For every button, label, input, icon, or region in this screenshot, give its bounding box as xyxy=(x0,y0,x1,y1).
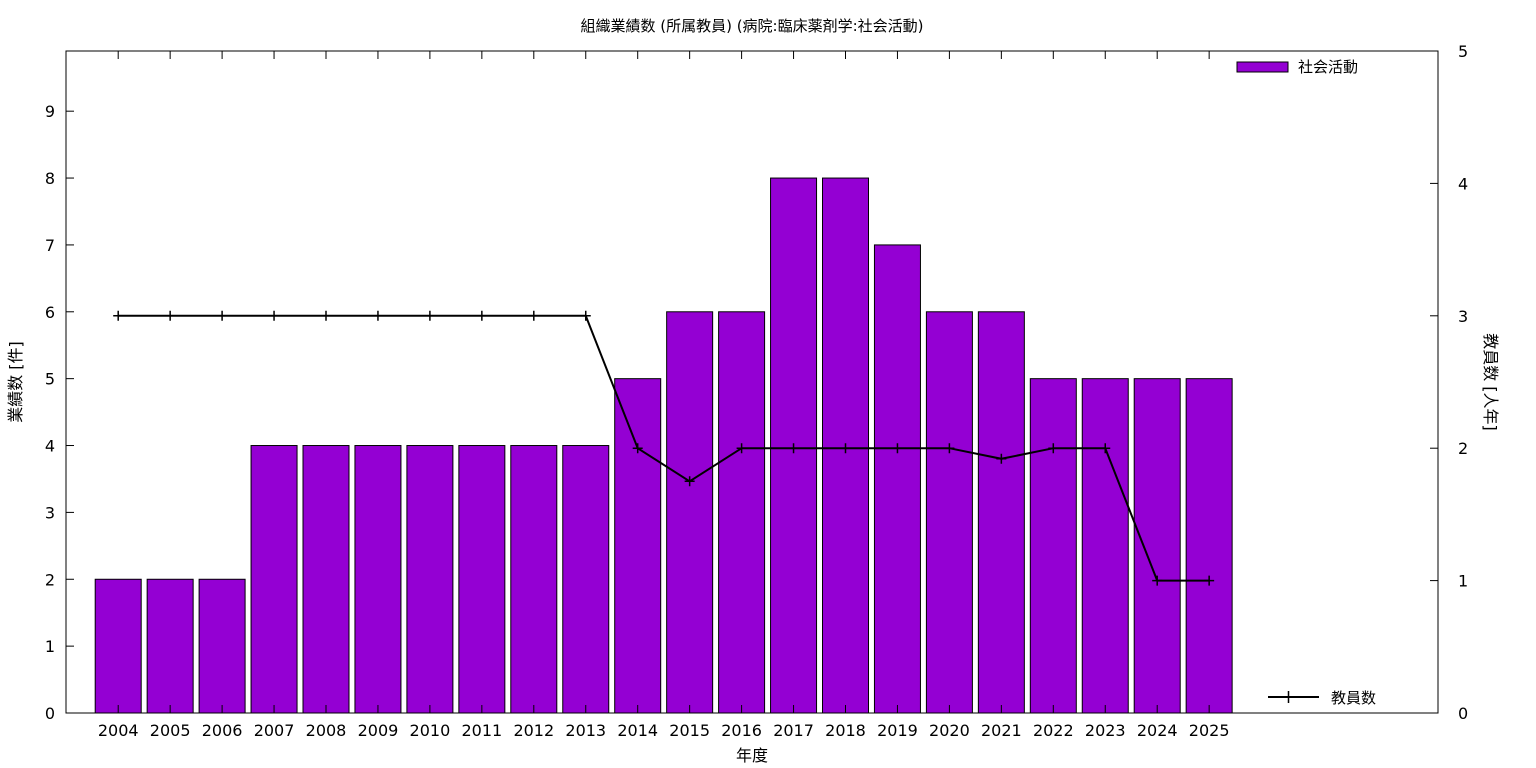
x-tick-label: 2023 xyxy=(1085,721,1126,740)
y-tick-label: 1 xyxy=(45,637,55,656)
y-tick-label: 2 xyxy=(45,570,55,589)
line-point-marker xyxy=(684,476,695,487)
bar xyxy=(354,445,402,714)
bar xyxy=(302,445,350,714)
legend-line-label: 教員数 xyxy=(1331,689,1376,707)
line-point-marker xyxy=(1048,443,1059,454)
x-tick-label: 2022 xyxy=(1033,721,1074,740)
x-tick-label: 2025 xyxy=(1189,721,1230,740)
bar xyxy=(458,445,506,714)
x-tick-label: 2007 xyxy=(254,721,295,740)
x-tick-label: 2014 xyxy=(617,721,658,740)
x-tick-label: 2018 xyxy=(825,721,866,740)
bar xyxy=(94,578,142,714)
bar xyxy=(198,578,246,714)
x-tick-label: 2021 xyxy=(981,721,1022,740)
line-point-marker xyxy=(372,310,383,321)
line-point-marker xyxy=(321,310,331,321)
legend-line-marker xyxy=(1282,691,1295,703)
x-tick-label: 2020 xyxy=(929,721,970,740)
line-path xyxy=(118,314,1210,582)
line-point-marker xyxy=(892,443,903,454)
x-tick-label: 2019 xyxy=(877,721,918,740)
y2-tick-label: 1 xyxy=(1458,572,1468,591)
x-tick-label: 2005 xyxy=(150,721,191,740)
line-point-marker xyxy=(788,443,799,454)
y-tick-label: 8 xyxy=(45,169,55,188)
x-tick-label: 2010 xyxy=(410,721,451,740)
x-tick-label: 2011 xyxy=(461,721,502,740)
x-tick-label: 2016 xyxy=(721,721,762,740)
bar xyxy=(718,311,766,714)
line-point-marker xyxy=(476,310,487,321)
line-series xyxy=(113,310,1215,586)
x-tick-label: 2017 xyxy=(773,721,814,740)
legend-bar-swatch xyxy=(1236,61,1289,73)
y2-axis-label: 教員数 [人年] xyxy=(1481,333,1500,431)
y2-tick-label: 4 xyxy=(1458,174,1468,193)
x-tick-label: 2004 xyxy=(98,721,139,740)
x-tick-label: 2006 xyxy=(202,721,243,740)
line-point-marker xyxy=(736,443,747,454)
line-point-marker xyxy=(1152,575,1163,586)
line-point-marker xyxy=(528,310,539,321)
line-point-marker xyxy=(269,310,280,321)
bar xyxy=(1029,378,1077,714)
bar xyxy=(666,311,714,714)
y2-tick-label: 0 xyxy=(1458,704,1468,723)
y-tick-label: 9 xyxy=(45,102,55,121)
y-axis-label: 業績数 [件] xyxy=(6,341,25,423)
bar xyxy=(977,311,1025,714)
x-tick-label: 2015 xyxy=(669,721,710,740)
legend-line: 教員数 xyxy=(1268,689,1376,707)
bar xyxy=(1185,378,1233,714)
bar xyxy=(250,445,298,714)
line-point-marker xyxy=(113,310,124,321)
chart-title: 組織業績数 (所属教員) (病院:臨床薬剤学:社会活動) xyxy=(580,17,923,35)
y-tick-label: 6 xyxy=(45,303,55,322)
legend-bar-label: 社会活動 xyxy=(1298,58,1358,76)
line-point-marker xyxy=(165,310,176,321)
line-point-marker xyxy=(632,443,643,454)
y-tick-label: 3 xyxy=(45,503,55,522)
legend-bars: 社会活動 xyxy=(1236,58,1358,76)
line-point-marker xyxy=(996,453,1007,464)
x-tick-label: 2024 xyxy=(1137,721,1178,740)
axes: 0 1 2 3 4 5 6 7 8 9 0 1 2 3 4 5 2004 2005 2006 2007 2008 2009… xyxy=(45,42,1468,740)
line-point-marker xyxy=(944,443,955,454)
bar xyxy=(1081,378,1129,714)
line-point-marker xyxy=(1100,443,1111,454)
line-point-marker xyxy=(580,310,591,321)
bar xyxy=(614,378,662,714)
x-tick-label: 2008 xyxy=(306,721,347,740)
bar xyxy=(873,244,921,714)
y-tick-label: 7 xyxy=(45,236,55,255)
bar xyxy=(146,578,194,714)
bar xyxy=(1133,378,1181,714)
bar xyxy=(510,445,558,714)
x-axis-label: 年度 xyxy=(736,746,768,765)
y-tick-label: 0 xyxy=(45,704,55,723)
bar xyxy=(925,311,973,714)
x-tick-label: 2012 xyxy=(513,721,554,740)
line-point-marker xyxy=(217,310,228,321)
y-tick-label: 5 xyxy=(45,370,55,389)
line-point-marker xyxy=(840,443,851,454)
bar xyxy=(562,445,610,714)
x-tick-label: 2009 xyxy=(358,721,399,740)
x-tick-label: 2013 xyxy=(565,721,606,740)
y-tick-label: 4 xyxy=(45,437,55,456)
bar xyxy=(406,445,454,714)
line-point-marker xyxy=(424,310,435,321)
y2-tick-label: 5 xyxy=(1458,42,1468,61)
line-point-marker xyxy=(1204,575,1215,586)
y2-tick-label: 3 xyxy=(1458,307,1468,326)
y2-tick-label: 2 xyxy=(1458,439,1468,458)
bar-series xyxy=(94,177,1233,714)
